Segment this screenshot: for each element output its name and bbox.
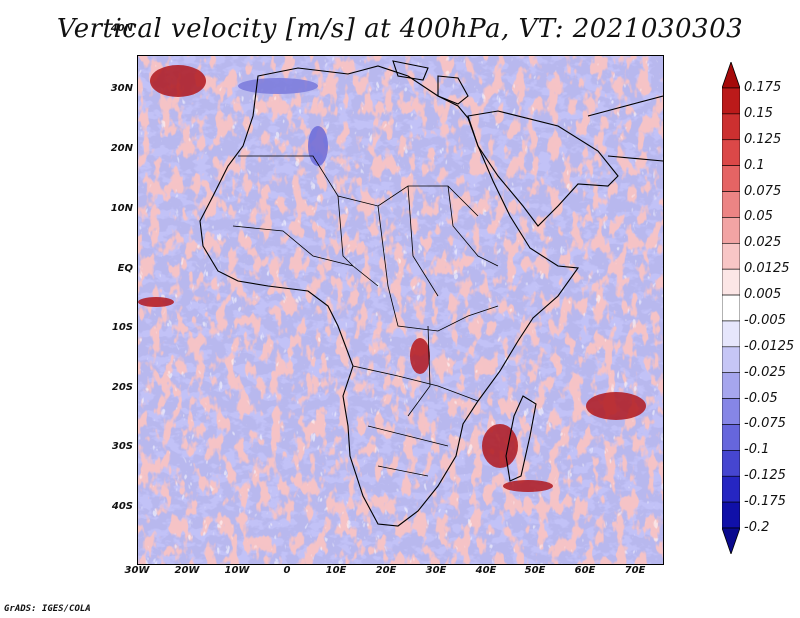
- lat-label: 30N: [110, 83, 133, 94]
- colorbar-tick-label: -0.005: [744, 312, 786, 328]
- grads-credit: GrADS: IGES/COLA: [4, 604, 91, 614]
- lon-label: 40E: [475, 565, 497, 576]
- colorbar-tick-label: -0.05: [744, 390, 778, 406]
- lon-label: 30W: [124, 565, 150, 576]
- colorbar-swatch: [722, 191, 740, 218]
- coastlines: [199, 60, 663, 527]
- colorbar-tick-label: -0.2: [744, 520, 770, 535]
- lon-label: 30E: [425, 565, 447, 576]
- colorbar-tick-label: 0.1: [744, 157, 765, 173]
- colorbar-tick-label: 0.0125: [744, 261, 790, 277]
- colorbar-swatch: [722, 475, 740, 503]
- colorbar-swatch: [722, 217, 740, 244]
- intense-upward-patches: [138, 65, 646, 492]
- colorbar-tick-label: -0.075: [744, 416, 786, 432]
- colorbar-tick-label: 0.005: [744, 287, 782, 303]
- colorbar-tick-label: -0.0125: [744, 338, 795, 354]
- colorbar-tick-label: 0.075: [744, 183, 782, 199]
- lat-label: 30S: [111, 441, 133, 452]
- colorbar-swatch: [722, 450, 740, 477]
- lat-label: 10N: [110, 203, 133, 214]
- colorbar-swatch: [722, 398, 740, 425]
- colorbar: [722, 62, 740, 554]
- colorbar-tick-label: 0.125: [744, 131, 782, 147]
- colorbar-swatch: [722, 165, 740, 192]
- colorbar-tick-label: 0.175: [744, 80, 782, 95]
- colorbar-swatch: [722, 346, 740, 374]
- colorbar-tick-label: 0.15: [744, 105, 773, 121]
- colorbar-tick-label: -0.1: [744, 442, 770, 458]
- lon-label: 20W: [174, 565, 200, 576]
- lon-label: 10W: [224, 565, 250, 576]
- colorbar-tick-label: -0.175: [744, 494, 786, 510]
- lon-label: 70E: [624, 565, 646, 576]
- colorbar-swatch: [722, 294, 740, 322]
- colorbar-swatch: [722, 372, 740, 399]
- lat-label: 40S: [111, 501, 133, 512]
- map-plot: [137, 55, 664, 565]
- lon-label: 10E: [325, 565, 347, 576]
- colorbar-swatch: [722, 268, 740, 296]
- lon-label: 20E: [375, 565, 397, 576]
- colorbar-tick-label: 0.05: [744, 209, 773, 225]
- lat-label: 40N: [110, 23, 133, 34]
- colorbar-bottom-arrow: [722, 527, 740, 554]
- lat-label: 20S: [111, 382, 133, 393]
- colorbar-swatch: [722, 501, 740, 529]
- lat-label: 20N: [110, 143, 133, 154]
- colorbar-swatch: [722, 87, 740, 115]
- lat-label: 10S: [111, 322, 133, 333]
- lon-label: 0: [283, 565, 291, 576]
- lat-label: EQ: [117, 263, 133, 274]
- lon-label: 50E: [524, 565, 546, 576]
- colorbar-swatch: [722, 242, 740, 270]
- colorbar-swatch: [722, 113, 740, 141]
- lon-label: 60E: [574, 565, 596, 576]
- colorbar-swatch: [722, 424, 740, 451]
- colorbar-top-arrow: [722, 62, 740, 89]
- map-title: Vertical velocity [m/s] at 400hPa, VT: 2…: [56, 14, 744, 44]
- colorbar-swatch: [722, 320, 740, 348]
- colorbar-tick-label: -0.025: [744, 364, 786, 380]
- map-canvas: [138, 56, 663, 564]
- country-borders: [232, 155, 499, 477]
- colorbar-swatch: [722, 139, 740, 166]
- colorbar-tick-label: 0.025: [744, 235, 782, 251]
- colorbar-tick-label: -0.125: [744, 468, 786, 484]
